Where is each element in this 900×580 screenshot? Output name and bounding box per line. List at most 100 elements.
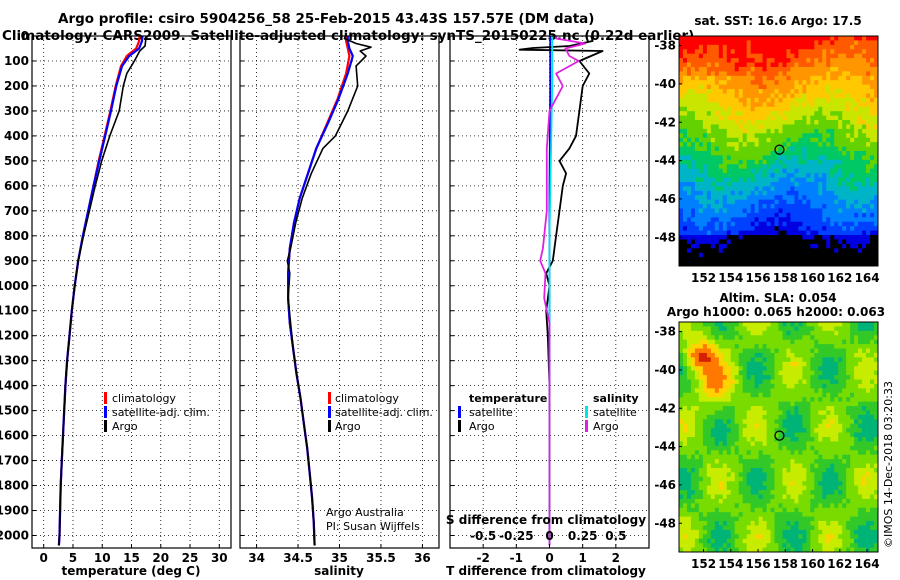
map-cell [798, 239, 803, 245]
map-cell [706, 44, 712, 50]
map-cell [679, 357, 684, 363]
map-cell [782, 44, 787, 50]
map-cell [790, 164, 795, 170]
map-cell [806, 252, 811, 258]
map-cell [806, 344, 811, 349]
map-cell [754, 230, 759, 236]
map-cell [822, 146, 827, 152]
map-cell [874, 204, 879, 209]
map-cell [706, 481, 712, 487]
map-cell [782, 388, 787, 394]
map-cell [734, 124, 740, 130]
map-cell [730, 463, 736, 469]
map-cell [842, 252, 847, 258]
map-cell [786, 146, 791, 152]
map-cell [698, 357, 704, 363]
map-cell [758, 177, 763, 183]
map-cell [838, 53, 843, 59]
map-cell [698, 361, 704, 367]
map-cell [686, 226, 692, 232]
map-cell [710, 463, 716, 469]
map-cell [830, 490, 835, 495]
map-cell [774, 195, 779, 201]
map-cell [754, 348, 759, 354]
map-cell [738, 128, 744, 134]
map-cell [690, 379, 696, 385]
map-cell [679, 485, 684, 491]
map-cell [862, 432, 867, 438]
map-cell [690, 173, 696, 178]
map-cell [838, 406, 843, 411]
map-cell [750, 463, 756, 469]
map-cell [846, 190, 851, 196]
map-cell [830, 71, 835, 77]
map-cell [874, 370, 879, 376]
map-cell [814, 423, 819, 429]
map-cell [686, 106, 692, 112]
map-cell [794, 459, 799, 464]
map-cell [710, 84, 716, 90]
map-cell [794, 243, 799, 249]
map-cell [746, 133, 752, 139]
map-cell [754, 257, 759, 262]
map-cell [714, 370, 720, 376]
map-cell [770, 235, 775, 240]
map-cell [850, 62, 855, 68]
map-cell [858, 53, 863, 59]
map-cell [758, 243, 763, 249]
map-cell [718, 437, 724, 442]
map-cell [762, 62, 767, 68]
map-cell [686, 494, 692, 500]
map-cell [758, 62, 763, 68]
map-cell [758, 445, 763, 451]
map-cell [746, 257, 752, 262]
map-cell [686, 159, 692, 165]
map-cell [714, 226, 720, 232]
map-cell [698, 217, 704, 223]
map-cell [806, 498, 811, 504]
map-cell [834, 366, 839, 372]
map-cell [806, 322, 811, 327]
map-cell [734, 454, 740, 460]
map-cell [722, 432, 728, 438]
map-cell [762, 221, 767, 227]
map-cell [698, 344, 704, 349]
map-cell [762, 498, 767, 504]
map-cell [710, 36, 716, 41]
map-cell [762, 190, 767, 196]
map-cell [679, 330, 684, 336]
map-cell [698, 335, 704, 341]
map-cell [766, 102, 771, 108]
map-cell [702, 89, 708, 94]
map-cell [822, 199, 827, 205]
map-cell [722, 66, 728, 72]
map-cell [770, 199, 775, 205]
map-cell [790, 44, 795, 50]
map-cell [822, 476, 827, 482]
map-cell [746, 467, 752, 473]
map-cell [814, 322, 819, 327]
map-cell [866, 111, 871, 117]
map-cell [679, 476, 684, 482]
map-cell [790, 53, 795, 59]
map-cell [858, 177, 863, 183]
map-cell [794, 195, 799, 201]
map-cell [738, 467, 744, 473]
map-cell [706, 190, 712, 196]
map-cell [722, 379, 728, 385]
map-cell [758, 467, 763, 473]
map-cell [870, 230, 875, 236]
map-cell [858, 490, 863, 495]
map-cell [726, 199, 732, 205]
map-cell [706, 370, 712, 376]
map-cell [686, 195, 692, 201]
map-cell [762, 432, 767, 438]
map-cell [826, 195, 831, 201]
map-cell [874, 472, 879, 478]
map-cell [786, 397, 791, 403]
map-cell [810, 204, 815, 209]
map-cell [726, 326, 732, 332]
map-cell [690, 326, 696, 332]
map-cell [818, 352, 823, 358]
map-cell [838, 261, 843, 267]
